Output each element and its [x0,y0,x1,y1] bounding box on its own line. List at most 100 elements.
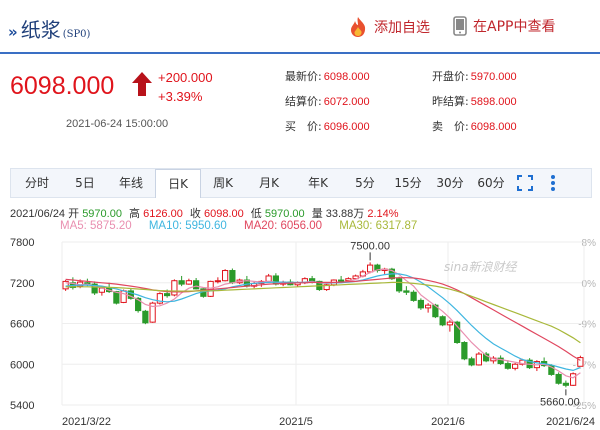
max-label: 7500.00 [350,240,390,252]
change-amount: +200.000 [158,70,213,85]
stat-open: 开盘价: 5970.000 [432,68,517,84]
stat-label: 卖 价: [432,120,469,133]
candle-body [396,278,403,292]
open-value: 5970.00 [82,208,122,220]
candle-body [352,275,359,280]
candle-body [149,302,156,323]
pct-tick-label: -9% [578,320,596,331]
ma30-legend: MA30: 6317.87 [339,220,418,232]
view-in-app-button[interactable]: 在APP中查看 [453,16,555,36]
volume-label: 量 [311,208,323,220]
more-icon [551,175,555,191]
tab-yearly-k[interactable]: 年K [308,176,328,190]
candle-body [410,291,417,301]
tab-weekly-k[interactable]: 周K [213,176,233,190]
candle-body [403,290,410,293]
add-favorite-label: 添加自选 [374,20,430,36]
stat-value: 6096.000 [323,121,370,133]
candle-body [156,293,163,304]
candle-body [562,382,569,386]
x-tick-label: 2021/3/22 [62,416,111,428]
stat-label: 昨结算: [432,95,469,108]
candle-body [374,264,381,272]
stat-label: 开盘价: [432,70,469,83]
candle-body [265,275,272,282]
stat-value: 6098.000 [470,121,517,133]
fullscreen-button[interactable] [511,169,539,197]
pct-tick-label: 8% [582,238,597,249]
y-tick-label: 5400 [10,400,34,412]
bar-date: 2021/06/24 [10,208,66,220]
tab-5day[interactable]: 5日 [75,176,95,190]
low-label: 低 [250,208,262,220]
header: » 纸浆 (SP0) 添加自选 在APP中查看 [0,0,600,56]
title-marker: » [8,23,18,41]
volume-value: 33.88万 [325,208,365,220]
candle-body [577,357,584,367]
stat-value: 5970.000 [470,71,517,83]
candle-body [555,373,562,384]
quote-panel: 6098.000 +200.000 +3.39% 2021-06-24 15:0… [0,56,600,140]
candle-body [570,373,577,386]
candle-body [62,280,69,290]
candle-body [178,280,185,285]
tab-15min[interactable]: 15分 [394,176,422,190]
phone-icon [453,16,467,36]
candle-body [417,299,424,309]
candle-body [425,304,432,309]
candle-body [504,363,511,369]
kline-chart[interactable]: 78008%72000%6600-9%6000-17%5400-25%2021/… [0,232,600,430]
candle-body [483,353,490,362]
y-tick-label: 7800 [10,237,34,249]
candle-body [367,264,374,273]
candle-body [185,280,192,285]
candle-body [345,278,352,282]
stat-bid: 买 价: 6096.000 [285,118,370,134]
min-label: 5660.00 [540,396,580,408]
candle-body [446,321,453,326]
add-favorite-button[interactable]: 添加自选 [348,16,430,38]
tab-5min[interactable]: 5分 [355,176,375,190]
instrument-name: 纸浆 [20,18,61,42]
candle-body [454,321,461,344]
stat-value: 6072.000 [323,96,370,108]
tab-daily-k[interactable]: 日K [155,169,201,198]
fullscreen-icon [517,175,533,191]
tab-intraday[interactable]: 分时 [24,176,49,190]
candle-body [338,279,345,282]
x-tick-label: 2021/5 [279,416,313,428]
candle-body [439,316,446,326]
open-label: 开 [68,208,80,220]
candle-body [548,365,555,375]
tab-30min[interactable]: 30分 [436,176,464,190]
stat-label: 结算价: [285,95,322,108]
tab-year-line[interactable]: 年线 [118,176,143,190]
stat-label: 最新价: [285,70,322,83]
candle-body [171,280,178,296]
ma-legend: MA5: 5875.20 MA10: 5950.60 MA20: 6056.00… [60,220,431,232]
stat-ask: 卖 价: 6098.000 [432,118,517,134]
flame-icon [351,17,366,37]
candle-body [461,342,468,360]
stat-label: 买 价: [285,120,322,133]
tab-60min[interactable]: 60分 [477,176,505,190]
bar-info: 2021/06/24 开 5970.00 高 6126.00 收 6098.00… [10,205,403,221]
candle-body [164,293,171,297]
settings-button[interactable] [539,169,567,197]
high-value: 6126.00 [143,208,183,220]
candle-body [127,290,134,299]
candle-body [497,357,504,365]
close-value: 6098.00 [203,208,244,220]
bar-percent: 2.14% [367,208,399,220]
candle-body [512,363,519,369]
close-label: 收 [189,208,201,220]
stat-latest: 最新价: 6098.000 [285,68,370,84]
ma30-line [65,281,581,344]
change-percent: +3.39% [158,89,203,104]
view-in-app-label: 在APP中查看 [473,19,556,35]
instrument-code: (SP0) [62,29,91,40]
ma5-legend: MA5: 5875.20 [60,220,132,232]
tab-monthly-k[interactable]: 月K [259,176,279,190]
candle-body [142,310,149,324]
high-label: 高 [129,208,141,220]
